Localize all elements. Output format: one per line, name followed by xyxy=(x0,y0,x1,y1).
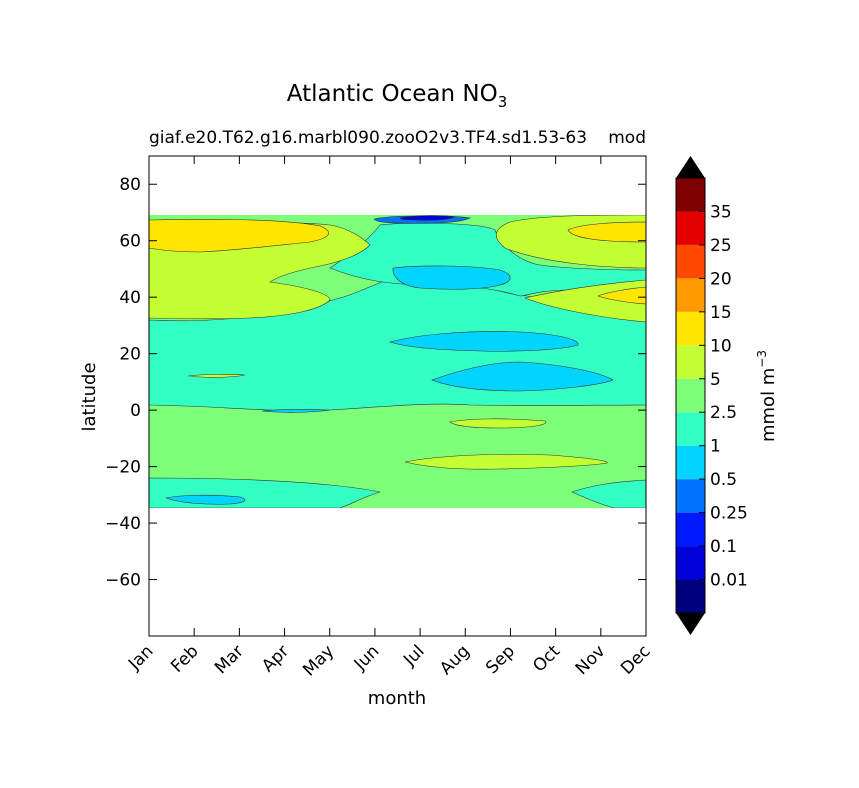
x-tick-label: Nov xyxy=(572,641,610,679)
region-1-2.5-south-east xyxy=(571,479,646,508)
colorbar-bin xyxy=(676,412,705,446)
colorbar-bin xyxy=(676,244,705,279)
colorbar-bin xyxy=(676,479,705,513)
region-0.01-0.1-july xyxy=(399,215,457,221)
colorbar-bin xyxy=(676,345,705,379)
x-tick-label: Jan xyxy=(124,641,157,674)
region-10-15-december-low xyxy=(597,286,646,305)
y-axis: 80 60 40 20 0 −20 −40 −60 xyxy=(105,175,646,591)
x-tick-label: Jul xyxy=(399,641,428,670)
x-tick-label: Oct xyxy=(529,641,564,676)
x-tick-label: May xyxy=(299,641,338,680)
colorbar-tick-label: 20 xyxy=(710,269,732,289)
region-5-10-south xyxy=(404,453,608,470)
colorbar-bin xyxy=(676,211,705,245)
colorbar-bin xyxy=(676,546,705,580)
region-5-10-equator xyxy=(449,418,547,429)
y-tick-label: 80 xyxy=(119,175,141,195)
y-tick-label: −40 xyxy=(105,514,141,534)
region-10-15-winter xyxy=(149,219,330,253)
x-tick-label: Feb xyxy=(167,641,202,676)
colorbar-tick-label: 10 xyxy=(710,336,732,356)
y-axis-label: latitude xyxy=(79,362,100,431)
plot-area: Jan Feb Mar Apr May Jun Jul Aug Sep Oct Nov Dec 80 6… xyxy=(105,155,655,680)
y-tick-label: −60 xyxy=(105,571,141,591)
region-10-15-december xyxy=(567,221,646,243)
colorbar-extend-top xyxy=(676,156,705,178)
y-tick-label: 0 xyxy=(130,401,141,421)
colorbar-tick-label: 1 xyxy=(710,437,721,457)
contour-fill-layer xyxy=(149,215,646,508)
region-0.5-1-47N xyxy=(392,265,511,290)
colorbar-tick-label: 0.1 xyxy=(710,537,737,557)
region-0.5-1-equator xyxy=(261,409,331,413)
x-tick-label: Mar xyxy=(211,641,248,678)
y-tick-label: 20 xyxy=(119,345,141,365)
region-5-10-tropic-patch xyxy=(187,374,246,378)
x-tick-label: Dec xyxy=(617,641,654,678)
chart-subtitle-left: giaf.e20.T62.g16.marbl090.zooO2v3.TF4.sd… xyxy=(149,128,587,148)
y-tick-label: −20 xyxy=(105,458,141,478)
colorbar-tick-label: 25 xyxy=(710,236,732,256)
colorbar-label: mmol m−3 xyxy=(755,350,779,442)
colorbar-bin xyxy=(676,512,705,547)
colorbar-tick-label: 0.5 xyxy=(710,470,737,490)
colorbar-tick-label: 0.01 xyxy=(710,571,748,591)
colorbar-tick-label: 0.25 xyxy=(710,504,748,524)
x-tick-label: Jun xyxy=(350,641,384,675)
colorbar-bin xyxy=(676,579,705,613)
chart-title: Atlantic Ocean NO3 xyxy=(287,81,508,111)
region-5-10-north-east-low xyxy=(523,279,646,323)
x-tick-label: Apr xyxy=(258,641,293,676)
region-0.5-1-24N xyxy=(388,331,579,352)
colorbar-frame xyxy=(675,177,706,614)
colorbar-tick-label: 5 xyxy=(710,370,721,390)
colorbar-bin xyxy=(676,378,705,413)
colorbar-tick-label: 35 xyxy=(710,202,732,222)
y-tick-label: 60 xyxy=(119,232,141,252)
y-tick-label: 40 xyxy=(119,288,141,308)
colorbar-bin xyxy=(676,278,705,312)
region-0.5-1-12N xyxy=(431,361,614,392)
chart-subtitle-right: mod xyxy=(608,128,646,148)
colorbar-bin xyxy=(676,178,705,212)
x-axis-label: month xyxy=(368,688,426,709)
colorbar-extend-bottom xyxy=(676,613,705,635)
colorbar-tick-label: 2.5 xyxy=(710,403,737,423)
plot-frame xyxy=(148,155,647,637)
region-0.5-1-south-patch xyxy=(164,494,246,505)
colorbar-bin xyxy=(676,311,705,346)
colorbar-bin xyxy=(676,445,705,480)
colorbar-tick-label: 15 xyxy=(710,303,732,323)
colorbar: 0.01 0.1 0.25 0.5 1 2.5 5 10 15 20 25 35 xyxy=(675,156,748,635)
x-tick-label: Sep xyxy=(482,641,519,678)
x-tick-label: Aug xyxy=(436,641,474,679)
